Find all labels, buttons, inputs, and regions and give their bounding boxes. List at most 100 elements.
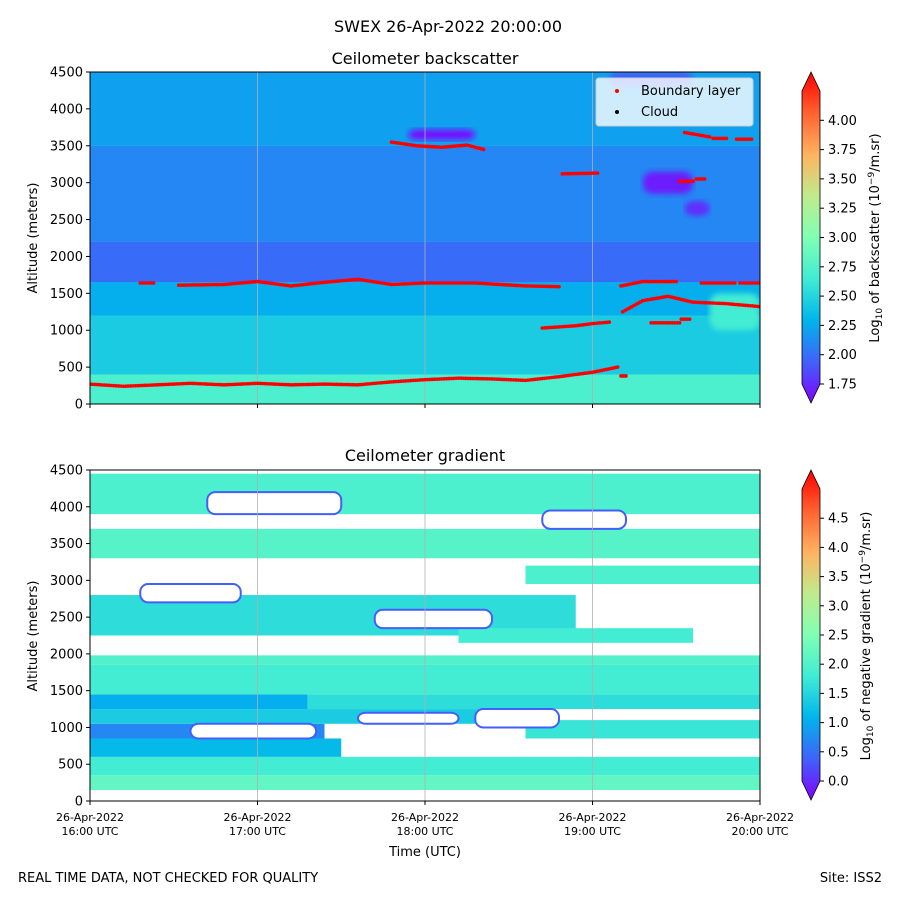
gradient-xlabel: Time (UTC) [388, 845, 461, 860]
colorbar-tick-label: 4.00 [828, 114, 857, 129]
colorbar-tick-label: 3.75 [828, 143, 857, 158]
y-tick-label: 1000 [50, 721, 83, 736]
x-tick-label-time: 16:00 UTC [61, 825, 118, 838]
colorbar-tick-label: 3.25 [828, 202, 857, 217]
gradient-gridlines [257, 470, 593, 801]
y-tick-label: 0 [75, 795, 83, 810]
colorbar-tick-label: 2.50 [828, 290, 857, 305]
gradient-gap [474, 708, 560, 729]
x-tick-label-date: 26-Apr-2022 [726, 811, 794, 824]
gradient-gap [357, 711, 460, 725]
figure-suptitle: SWEX 26-Apr-2022 20:00:00 [334, 17, 562, 36]
backscatter-colorbar-label: Log10 of backscatter (10−9/m.sr) [867, 133, 885, 342]
boundary-layer-point [624, 374, 628, 378]
backscatter-x-axis [89, 404, 761, 408]
gradient-colorbar-bar [801, 469, 821, 801]
colorbar-tick-label: 3.0 [828, 599, 849, 614]
gradient-ylabel: Altitude (meters) [26, 581, 41, 692]
gradient-gap [206, 491, 343, 516]
boundary-layer-point [151, 281, 156, 285]
x-tick-label-date: 26-Apr-2022 [56, 811, 124, 824]
y-tick-label: 2000 [50, 250, 83, 265]
colorbar-tick-label: 2.25 [828, 319, 857, 334]
chart-legend: Boundary layer Cloud [595, 77, 754, 127]
boundary-layer-point [677, 321, 682, 325]
boundary-layer-point [557, 284, 561, 289]
colorbar-tick-label: 1.5 [828, 687, 849, 702]
footer-quality-note: REAL TIME DATA, NOT CHECKED FOR QUALITY [18, 871, 318, 886]
y-tick-label: 2500 [50, 611, 83, 626]
gradient-gap [373, 608, 493, 630]
legend-frame [595, 77, 754, 127]
colorbar-tick-label: 4.0 [828, 541, 849, 556]
gradient-y-axis: 0 500 1000 1500 2000 2500 3000 3500 4000 4500 [50, 464, 90, 810]
colorbar-tick-label: 2.00 [828, 348, 857, 363]
x-tick-label-date: 26-Apr-2022 [391, 811, 459, 824]
gradient-band [90, 709, 526, 724]
gradient-band [90, 694, 308, 710]
y-tick-label: 0 [75, 398, 83, 413]
gradient-band [525, 720, 760, 739]
backscatter-y-axis: 0 500 1000 1500 2000 2500 3000 3500 4000 4500 [50, 66, 90, 413]
legend-marker-boundary-layer [615, 89, 619, 93]
colorbar-tick-label: 1.0 [828, 716, 849, 731]
backscatter-colorbar-ticks: 1.75 2.00 2.25 2.50 2.75 3.00 3.25 3.50 3.75 4.00 [820, 114, 857, 393]
boundary-layer-point [724, 136, 729, 141]
boundary-layer-point [733, 281, 737, 285]
colorbar-tick-label: 0.0 [828, 775, 849, 790]
boundary-layer-point [607, 320, 612, 324]
y-tick-label: 3000 [50, 574, 83, 589]
y-tick-label: 500 [58, 758, 83, 773]
gradient-band [90, 738, 342, 757]
legend-marker-cloud [615, 110, 619, 114]
colorbar-tick-label: 2.75 [828, 260, 857, 275]
y-tick-label: 2000 [50, 647, 83, 662]
gradient-band [458, 628, 693, 643]
legend-label-boundary-layer: Boundary layer [641, 84, 741, 99]
colorbar-tick-label: 3.5 [828, 570, 849, 585]
y-tick-label: 4000 [50, 102, 83, 117]
y-tick-label: 500 [58, 361, 83, 376]
backscatter-feature [709, 293, 760, 331]
y-tick-label: 3500 [50, 139, 83, 154]
colorbar-tick-label: 1.75 [828, 378, 857, 393]
backscatter-title: Ceilometer backscatter [332, 49, 519, 68]
backscatter-feature [684, 201, 710, 216]
x-tick-label-date: 26-Apr-2022 [223, 811, 291, 824]
boundary-layer-point [595, 171, 600, 175]
backscatter-panel: Ceilometer backscatter 0 500 1000 1500 2000 2… [26, 49, 885, 413]
gradient-title: Ceilometer gradient [345, 446, 505, 465]
gradient-gap [189, 722, 318, 740]
x-tick-label-time: 17:00 UTC [229, 825, 286, 838]
boundary-layer-point [702, 177, 707, 181]
y-tick-label: 1500 [50, 287, 83, 302]
boundary-layer-point [674, 279, 679, 284]
x-tick-label-date: 26-Apr-2022 [558, 811, 626, 824]
gradient-gap [139, 583, 242, 604]
gradient-band [525, 565, 760, 585]
y-tick-label: 3000 [50, 176, 83, 191]
boundary-layer-point [691, 179, 695, 183]
x-tick-label-time: 18:00 UTC [396, 825, 453, 838]
gradient-colorbar-ticks: 0.0 0.5 1.0 1.5 2.0 2.5 3.0 3.5 4.0 4.5 [820, 512, 849, 790]
colorbar-tick-label: 2.5 [828, 629, 849, 644]
boundary-layer-point [707, 135, 712, 139]
colorbar-tick-label: 3.50 [828, 172, 857, 187]
gradient-band [307, 694, 760, 710]
backscatter-colorbar: 1.75 2.00 2.25 2.50 2.75 3.00 3.25 3.50 3.75 4.00… [801, 71, 885, 404]
boundary-layer-point [749, 137, 754, 141]
y-tick-label: 2500 [50, 213, 83, 228]
backscatter-ylabel: Altitude (meters) [26, 183, 41, 294]
boundary-layer-series [90, 130, 760, 389]
colorbar-tick-label: 3.00 [828, 231, 857, 246]
boundary-layer-point [615, 365, 620, 369]
y-tick-label: 4500 [50, 66, 83, 81]
y-tick-label: 3500 [50, 537, 83, 552]
gradient-panel: Ceilometer gradient 0 500 1000 1500 2000 2500… [26, 446, 876, 860]
y-tick-label: 1000 [50, 324, 83, 339]
colorbar-tick-label: 0.5 [828, 745, 849, 760]
boundary-layer-point [481, 147, 486, 152]
boundary-layer-point [687, 317, 692, 321]
